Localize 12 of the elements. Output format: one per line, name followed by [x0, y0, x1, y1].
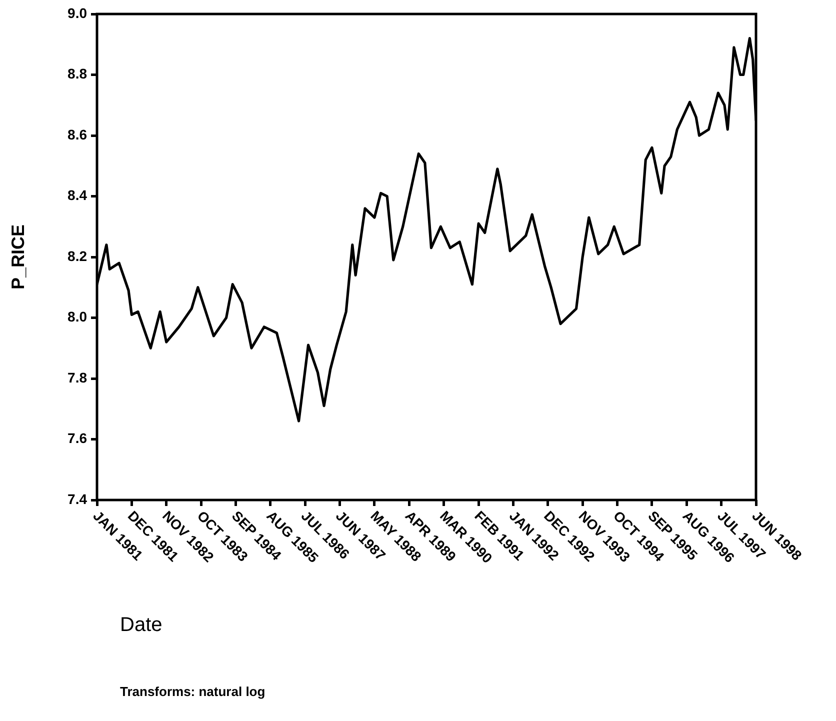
y-tick-label: 7.4 [68, 490, 88, 507]
y-tick-label: 7.8 [68, 369, 88, 386]
y-tick-label: 8.0 [68, 308, 88, 325]
y-tick-label: 8.8 [68, 66, 88, 82]
text: Transforms: natural log [120, 684, 266, 699]
y-tick-label: 7.6 [68, 430, 88, 446]
y-tick-label: 8.6 [68, 126, 88, 142]
y-tick-label: 8.4 [68, 187, 88, 204]
y-tick-label: 8.2 [68, 248, 88, 264]
y-tick-label: 9.0 [68, 4, 88, 21]
x-axis-title: Date [120, 614, 162, 637]
y-axis-title: P_RICE [8, 224, 28, 290]
